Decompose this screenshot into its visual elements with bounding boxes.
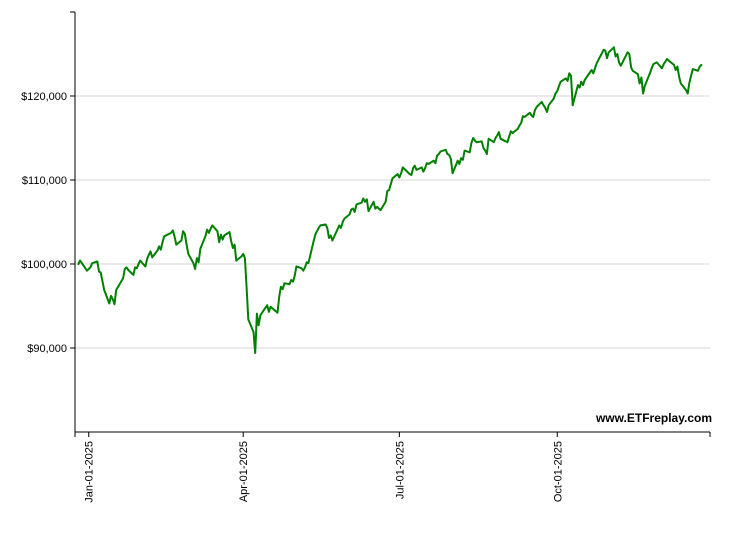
y-axis-label: $100,000 [21,259,67,271]
y-axis-label: $90,000 [27,343,67,355]
x-axis-label: Apr-01-2025 [238,441,250,502]
etfreplay-watermark: www.ETFreplay.com [595,411,712,425]
x-axis-label: Jan-01-2025 [84,441,96,503]
y-axis-label: $120,000 [21,91,67,103]
x-axis-label: Oct-01-2025 [552,441,564,502]
equity-curve-line [77,46,703,354]
y-axis-label: $110,000 [22,175,67,187]
x-axis-label: Jul-01-2025 [394,441,406,499]
